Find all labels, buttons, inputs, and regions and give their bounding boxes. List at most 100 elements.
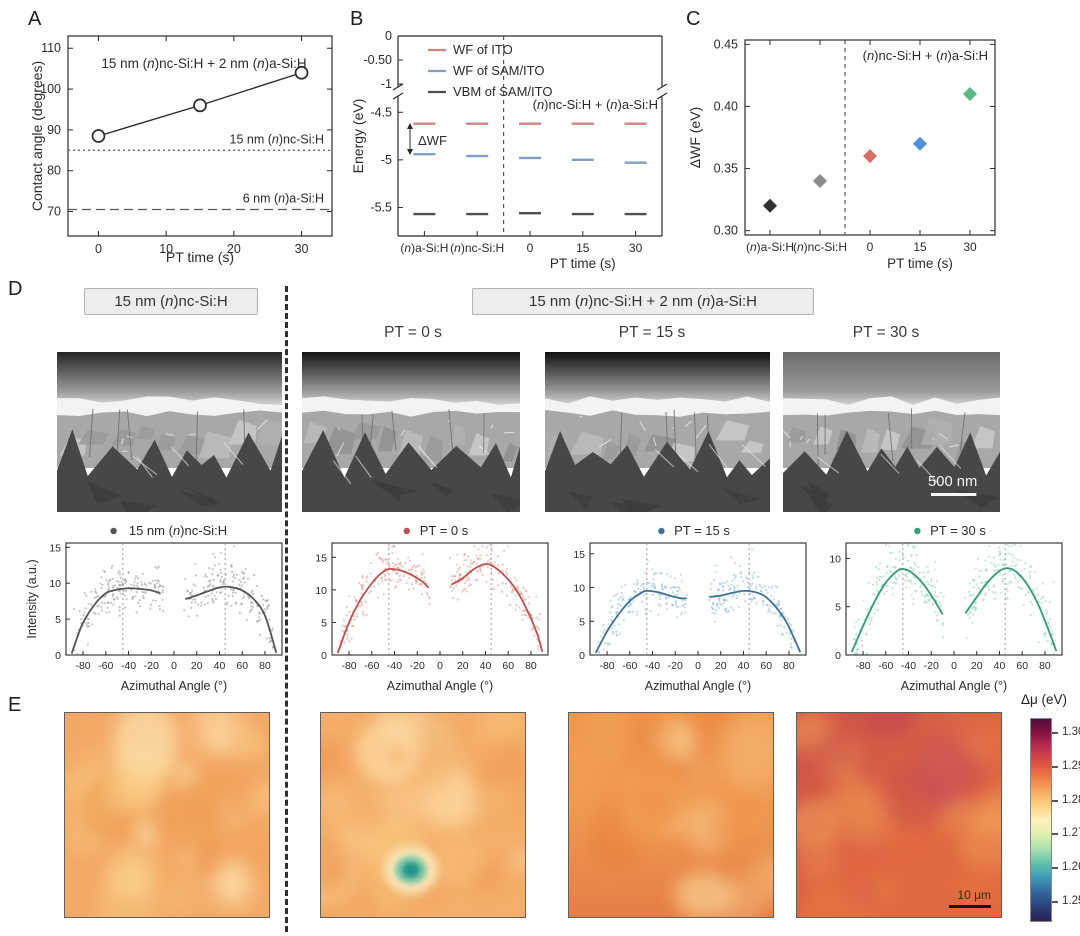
svg-text:WF of SAM/ITO: WF of SAM/ITO	[453, 63, 545, 78]
sem-scale-bar-label: 500 nm	[928, 474, 977, 490]
svg-text:(n)nc-Si:H: (n)nc-Si:H	[450, 241, 504, 255]
sample-header-right: 15 nm (n)nc-Si:H + 2 nm (n)a-Si:H	[472, 288, 814, 315]
delta-mu-map-pt30: 10 μm	[796, 712, 1002, 918]
delta-wf-chart: 0.30 0.35 0.40 0.45 (n)a-Si:H(n)nc-Si:H 0 15 30…	[687, 37, 996, 271]
svg-text:-5: -5	[381, 153, 392, 167]
colorbar-tick-label: 1.27	[1062, 827, 1080, 840]
map-texture-blob	[817, 737, 869, 784]
svg-text:15: 15	[913, 240, 927, 254]
svg-text:-0.50: -0.50	[364, 53, 393, 67]
svg-text:60: 60	[760, 660, 772, 672]
svg-text:10: 10	[315, 585, 327, 597]
svg-text:100: 100	[40, 82, 61, 96]
colorbar-tick	[1052, 732, 1058, 734]
fit-curve	[850, 568, 944, 653]
data-point-diamond	[863, 149, 877, 164]
data-point	[91, 129, 106, 143]
svg-text:(n)nc-Si:H: (n)nc-Si:H	[793, 240, 847, 254]
svg-text:-40: -40	[121, 660, 136, 672]
map-texture-blob	[629, 713, 651, 731]
azimuthal-plot-ncSiH: -80 -60 -40 -20 0 20 40 60 80 0 5 10 15 15 nm (n)nc-S…	[25, 523, 283, 693]
svg-text:(n)nc-Si:H + (n)a-Si:H: (n)nc-Si:H + (n)a-Si:H	[863, 48, 988, 63]
map-texture-blob	[163, 884, 192, 910]
scatter-points	[853, 543, 1056, 655]
svg-text:30: 30	[963, 240, 977, 254]
scatter-points	[597, 548, 796, 656]
svg-text:0: 0	[321, 650, 327, 662]
svg-text:-40: -40	[387, 660, 402, 672]
svg-text:PT time (s): PT time (s)	[887, 256, 953, 271]
map-texture-blob	[640, 783, 675, 825]
svg-text:0: 0	[835, 650, 841, 662]
svg-text:20: 20	[191, 660, 203, 672]
svg-text:Azimuthal Angle (°): Azimuthal Angle (°)	[121, 679, 227, 693]
data-point-diamond	[763, 198, 777, 213]
sem-scale-bar	[930, 493, 977, 496]
svg-text:15 nm (n)nc-Si:H + 2 nm (n)a-S: 15 nm (n)nc-Si:H + 2 nm (n)a-Si:H	[101, 56, 306, 71]
sem-image-pt0	[302, 352, 520, 512]
map-texture-blob	[838, 766, 871, 805]
map-texture-blob	[686, 801, 733, 852]
colorbar-tick-label: 1.26	[1062, 861, 1080, 874]
azimuthal-axes: -80 -60 -40 -20 0 20 40 60 80 0 5 10 15 PT = 0 s Azimu…	[315, 523, 549, 693]
svg-text:0: 0	[695, 660, 701, 672]
svg-text:-60: -60	[878, 660, 893, 672]
contact-angle-axes: 0 10 20 30 70 80 90 100 110 15 nm (n)nc-Si:H 6 nm …	[29, 35, 333, 265]
film-surface-band	[783, 396, 1000, 416]
svg-text:PT = 15 s: PT = 15 s	[674, 523, 730, 538]
map-texture-blob	[469, 864, 502, 888]
panel-divider-dashed	[285, 286, 288, 932]
map-texture-blob	[703, 717, 723, 737]
svg-text:-40: -40	[645, 660, 660, 672]
svg-text:PT = 0 s: PT = 0 s	[420, 523, 469, 538]
map-texture-blob	[108, 849, 157, 901]
svg-text:10: 10	[829, 553, 841, 565]
svg-text:10: 10	[49, 578, 61, 590]
map-texture-blob	[700, 713, 742, 727]
panel-label-e: E	[8, 694, 22, 716]
film-surface-band	[545, 396, 770, 417]
svg-text:(n)a-Si:H: (n)a-Si:H	[746, 240, 794, 254]
map-texture-blob	[881, 764, 951, 830]
azimuthal-axes: -80 -60 -40 -20 0 20 40 60 80 0 5 10 15 15 nm (n)nc-S…	[25, 523, 283, 693]
svg-text:-60: -60	[98, 660, 113, 672]
column-label-pt0: PT = 0 s	[384, 324, 442, 341]
svg-text:0: 0	[437, 660, 443, 672]
svg-text:PT time (s): PT time (s)	[550, 256, 616, 271]
map-texture-blob	[381, 835, 402, 852]
svg-text:0.40: 0.40	[714, 99, 738, 113]
azimuthal-plot-pt0: -80 -60 -40 -20 0 20 40 60 80 0 5 10 15 PT = 0 s Azimu…	[315, 523, 549, 693]
svg-text:80: 80	[525, 660, 537, 672]
colorbar-tick-label: 1.30	[1062, 726, 1080, 738]
svg-text:ΔWF: ΔWF	[418, 133, 447, 148]
delta-wf-axes: 0.30 0.35 0.40 0.45 (n)a-Si:H(n)nc-Si:H 0 15 30…	[687, 37, 996, 271]
svg-text:-80: -80	[75, 660, 90, 672]
panel-label-b: B	[350, 8, 364, 30]
svg-text:-5.5: -5.5	[370, 200, 392, 214]
svg-text:0: 0	[579, 650, 585, 662]
svg-text:PT time (s): PT time (s)	[166, 249, 234, 265]
map-texture-blob	[804, 725, 859, 771]
map-texture-blob	[991, 787, 1001, 819]
fit-curve	[709, 589, 802, 653]
fit-curve	[964, 567, 1058, 652]
sem-image-pt15	[545, 352, 770, 512]
svg-text:Intensity (a.u.): Intensity (a.u.)	[25, 559, 39, 638]
svg-text:5: 5	[321, 617, 327, 629]
svg-text:-80: -80	[599, 660, 614, 672]
panel-label-c: C	[686, 8, 701, 30]
map-texture-blob	[108, 767, 163, 816]
svg-text:15 nm (n)nc-Si:H: 15 nm (n)nc-Si:H	[129, 523, 227, 538]
map-texture-blob	[202, 728, 240, 756]
film-surface-band	[57, 396, 282, 417]
map-texture-blob	[619, 713, 677, 783]
svg-text:40: 40	[738, 660, 750, 672]
energy-level-chart: 0 -0.50 -1 -4.5 -5 -5.5 WF of ITO WF of SAM/ITO…	[350, 29, 668, 271]
svg-text:90: 90	[47, 123, 61, 137]
svg-text:10: 10	[573, 583, 585, 595]
map-texture-blob	[861, 726, 912, 790]
colorbar-tick-label: 1.29	[1062, 759, 1080, 772]
delta-mu-map-pt0	[320, 712, 526, 918]
svg-text:(n)a-Si:H: (n)a-Si:H	[400, 241, 448, 255]
colorbar-gradient	[1030, 718, 1052, 922]
